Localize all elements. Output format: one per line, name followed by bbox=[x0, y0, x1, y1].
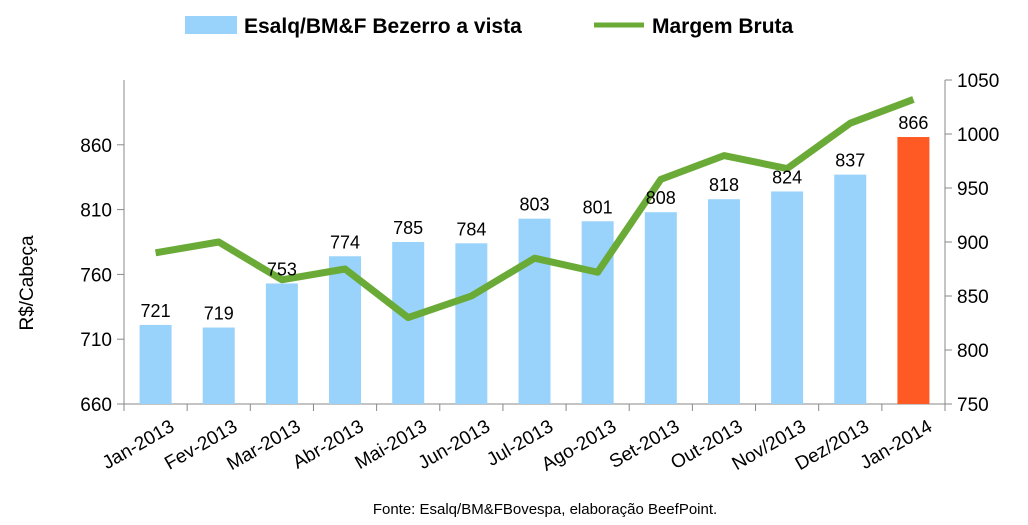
bar-data-label: 808 bbox=[646, 188, 676, 208]
right-tick-label: 900 bbox=[957, 233, 989, 254]
source-note: Fonte: Esalq/BM&FBovespa, elaboração Bee… bbox=[373, 501, 717, 518]
bar bbox=[518, 218, 551, 404]
bar bbox=[265, 283, 298, 404]
right-tick-label: 750 bbox=[957, 395, 989, 416]
axes: 660 710 760 810 860 750 800 850 900 950 1000 1050 bbox=[80, 71, 999, 416]
legend-label-bar: Esalq/BM&F Bezerro a vista bbox=[244, 15, 522, 38]
left-tick-label: 660 bbox=[80, 395, 112, 416]
bar-data-label: 803 bbox=[519, 195, 549, 215]
y-axis-title: R$/Cabeça bbox=[17, 235, 38, 330]
margin-line bbox=[154, 96, 915, 322]
margin-line-path bbox=[154, 96, 915, 322]
bar bbox=[455, 243, 488, 404]
bar-data-label: 801 bbox=[583, 197, 613, 217]
bar bbox=[897, 137, 930, 405]
bar-data-label: 866 bbox=[898, 113, 928, 133]
bar bbox=[771, 191, 804, 404]
bar-data-label: 721 bbox=[141, 301, 171, 321]
bars bbox=[139, 137, 930, 405]
bar bbox=[644, 212, 677, 404]
bar bbox=[392, 242, 425, 404]
bar-data-label: 837 bbox=[835, 151, 865, 171]
bar-data-label: 719 bbox=[204, 304, 234, 324]
right-tick-label: 1000 bbox=[957, 125, 999, 146]
legend-swatch-bar bbox=[185, 16, 237, 34]
left-tick-label: 710 bbox=[80, 330, 112, 351]
bar bbox=[834, 174, 867, 404]
right-tick-label: 1050 bbox=[957, 71, 999, 92]
bar-data-label: 824 bbox=[772, 167, 802, 187]
bar bbox=[707, 199, 740, 404]
bar bbox=[139, 324, 172, 404]
left-tick-label: 760 bbox=[80, 265, 112, 286]
bar-data-label: 785 bbox=[393, 218, 423, 238]
bar-data-label: 753 bbox=[267, 259, 297, 279]
legend: Esalq/BM&F Bezerro a vista Margem Bruta bbox=[185, 15, 794, 38]
category-label: Jan-2014 bbox=[857, 416, 936, 474]
bar-data-label: 818 bbox=[709, 175, 739, 195]
legend-label-line: Margem Bruta bbox=[652, 15, 794, 38]
left-tick-label: 860 bbox=[80, 136, 112, 157]
bar-labels: 721 719 753 774 785 784 803 801 808 818 824 837 866 bbox=[141, 113, 929, 324]
category-label: Mai-2013 bbox=[352, 416, 431, 474]
category-labels: Jan-2013Fev-2013Mar-2013Abr-2013Mai-2013… bbox=[99, 416, 936, 476]
bar bbox=[581, 221, 614, 404]
category-label: Jun-2013 bbox=[415, 416, 494, 474]
right-tick-label: 950 bbox=[957, 179, 989, 200]
left-tick-label: 810 bbox=[80, 201, 112, 222]
bar-data-label: 774 bbox=[330, 232, 360, 252]
bar bbox=[202, 327, 235, 404]
right-tick-label: 850 bbox=[957, 287, 989, 308]
bar-data-label: 784 bbox=[456, 219, 486, 239]
right-tick-label: 800 bbox=[957, 341, 989, 362]
